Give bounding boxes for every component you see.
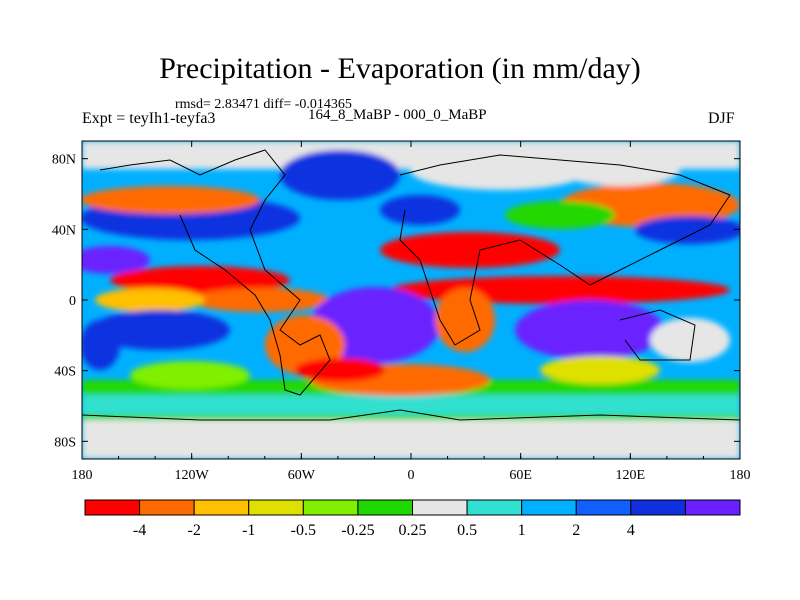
x-axis: 180 120W 60W 0 60E 120E 180 [72, 141, 751, 483]
y-tick-label: 40N [52, 223, 76, 238]
season-label: DJF [708, 110, 735, 127]
colorbar-label: 0.5 [457, 522, 477, 539]
period-label: 164_8_MaBP - 000_0_MaBP [308, 107, 487, 123]
colorbar-swatch [248, 499, 304, 516]
y-axis: 80N 40N 0 40S 80S [52, 153, 740, 450]
colorbar-swatch [302, 499, 359, 516]
colorbar-swatch [630, 499, 686, 516]
map-title: Precipitation - Evaporation (in mm/day) [159, 52, 641, 85]
stats-label: rmsd= 2.83471 diff= -0.014365 [175, 97, 352, 112]
colorbar-swatch [466, 499, 523, 516]
colorbar-label: -0.5 [291, 522, 316, 539]
colorbar-swatch [193, 499, 250, 516]
y-tick-label: 80N [52, 153, 76, 168]
colorbar-label: -4 [133, 522, 146, 539]
indian-ocean-moist-region [515, 300, 665, 360]
colorbar-swatch [412, 499, 468, 516]
colorbar: -4 -2 -1 -0.5 -0.25 0.25 0.5 1 2 4 [84, 499, 741, 539]
field-layer [82, 141, 740, 459]
colorbar-label: 1 [518, 522, 526, 539]
x-tick-label: 60E [509, 468, 532, 483]
colorbar-swatch [84, 499, 141, 516]
y-tick-label: 80S [54, 435, 76, 450]
colorbar-label: 2 [572, 522, 580, 539]
colorbar-label: -1 [242, 522, 255, 539]
y-tick-label: 0 [69, 294, 76, 309]
y-tick-label: 40S [54, 365, 76, 380]
colorbar-swatch [521, 499, 577, 516]
x-tick-label: 120E [616, 468, 646, 483]
x-tick-label: 60W [288, 468, 316, 483]
experiment-label: Expt = teyIh1-teyfa3 [82, 110, 216, 127]
equatorial-drying-region [390, 276, 730, 304]
colorbar-swatch [575, 499, 632, 516]
colorbar-label: 4 [627, 522, 635, 539]
coastline-outline [82, 149, 740, 421]
colorbar-label: 0.25 [399, 522, 427, 539]
colorbar-swatch [139, 499, 195, 516]
colorbar-swatch [357, 499, 413, 516]
colorbar-label: -0.25 [341, 522, 374, 539]
colorbar-label: -2 [188, 522, 201, 539]
x-tick-label: 180 [72, 468, 93, 483]
x-tick-label: 180 [730, 468, 751, 483]
north-pacific-drying-region [82, 186, 260, 214]
x-tick-label: 120W [175, 468, 210, 483]
x-tick-label: 0 [408, 468, 415, 483]
colorbar-swatch [684, 499, 741, 516]
